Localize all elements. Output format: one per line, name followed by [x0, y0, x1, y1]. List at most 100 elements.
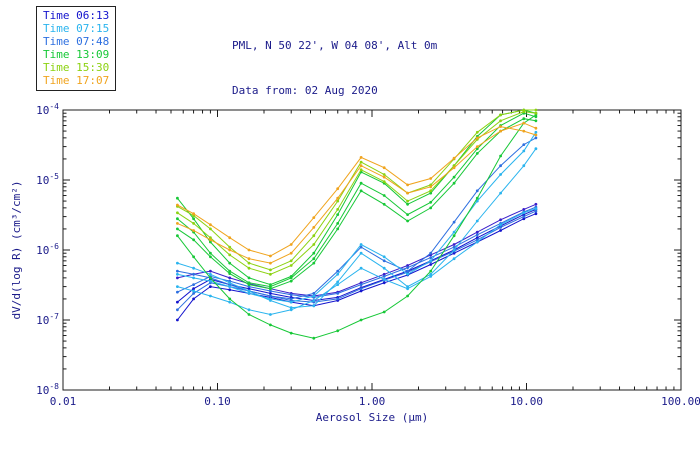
plot-title: PML, N 50 22', W 04 08', Alt 0m — [232, 39, 438, 52]
series-line — [177, 203, 537, 297]
series-marker — [499, 154, 502, 158]
series-marker — [522, 211, 526, 215]
series-marker — [406, 287, 409, 291]
y-tick-label: 10-4 — [36, 102, 59, 117]
series-marker — [336, 329, 340, 333]
series-marker — [359, 245, 363, 249]
series-marker — [269, 294, 272, 298]
series-line — [177, 112, 537, 288]
series-marker — [499, 119, 502, 123]
series-marker — [429, 185, 433, 189]
series-marker — [382, 281, 386, 285]
series-marker — [382, 194, 386, 197]
series-marker — [534, 202, 538, 206]
series-marker — [289, 251, 293, 255]
series-marker — [359, 189, 363, 193]
series-marker — [382, 310, 386, 314]
series-marker — [406, 191, 409, 195]
series-marker — [289, 259, 293, 263]
series-marker — [209, 251, 212, 255]
series-marker — [269, 254, 272, 258]
series-marker — [534, 133, 538, 137]
legend-entry: Time 17:07 — [43, 74, 110, 87]
series-line — [177, 210, 537, 311]
series-marker — [269, 268, 272, 272]
series-marker — [192, 255, 196, 259]
series-marker — [534, 130, 538, 134]
series-marker — [209, 269, 212, 273]
series-line — [177, 118, 536, 290]
y-tick-label: 10-6 — [36, 242, 59, 257]
series-marker — [176, 203, 179, 207]
series-marker — [429, 275, 433, 278]
series-marker — [247, 285, 251, 288]
series-marker — [289, 279, 293, 283]
series-marker — [452, 230, 456, 234]
series-marker — [336, 292, 340, 295]
series-marker — [247, 257, 251, 261]
series-marker — [452, 251, 456, 255]
series-marker — [534, 111, 538, 115]
series-marker — [269, 287, 272, 291]
series-marker — [452, 248, 456, 252]
series-line — [177, 126, 537, 257]
series-marker — [429, 206, 433, 210]
series-marker — [176, 227, 179, 231]
series-line — [177, 206, 537, 298]
series-marker — [312, 216, 316, 220]
series-marker — [192, 287, 196, 291]
series-marker — [406, 272, 409, 276]
series-marker — [176, 196, 179, 200]
series-marker — [499, 164, 502, 168]
series-marker — [452, 156, 456, 160]
series-marker — [269, 292, 272, 295]
series-marker — [336, 283, 340, 286]
series-marker — [312, 294, 316, 298]
series-marker — [475, 236, 479, 240]
series-marker — [289, 293, 293, 297]
legend-entry: Time 13:09 — [43, 48, 110, 61]
series-marker — [209, 294, 212, 298]
series-marker — [359, 164, 363, 168]
series-marker — [192, 283, 196, 286]
series-marker — [209, 255, 212, 259]
series-marker — [176, 222, 179, 225]
series-marker — [452, 243, 456, 246]
series-line — [177, 148, 537, 309]
series-marker — [382, 266, 386, 270]
series-marker — [406, 264, 409, 267]
series-marker — [429, 191, 433, 195]
series-marker — [522, 129, 526, 133]
series-marker — [475, 189, 479, 193]
series-marker — [382, 278, 386, 281]
series-marker — [192, 292, 196, 295]
series-marker — [534, 119, 538, 123]
series-marker — [429, 251, 433, 255]
series-marker — [359, 181, 363, 185]
series-marker — [406, 199, 409, 203]
series-marker — [359, 243, 363, 246]
series-marker — [522, 208, 526, 211]
series-marker — [312, 251, 316, 255]
series-marker — [475, 196, 479, 200]
series-marker — [406, 202, 409, 206]
series-line — [177, 114, 537, 339]
y-tick-label: 10-7 — [36, 312, 59, 327]
series-marker — [192, 229, 196, 232]
series-marker — [522, 164, 526, 168]
x-tick-label: 0.01 — [50, 395, 77, 408]
series-marker — [269, 272, 272, 276]
series-marker — [269, 297, 272, 301]
series-line — [177, 132, 537, 303]
series-marker — [359, 160, 363, 164]
series-marker — [522, 121, 526, 125]
series-marker — [176, 300, 179, 304]
series-marker — [209, 279, 212, 283]
series-marker — [209, 276, 212, 280]
series-marker — [228, 281, 232, 285]
series-marker — [209, 240, 212, 244]
series-marker — [312, 304, 316, 308]
series-marker — [289, 276, 293, 280]
series-marker — [228, 253, 232, 257]
